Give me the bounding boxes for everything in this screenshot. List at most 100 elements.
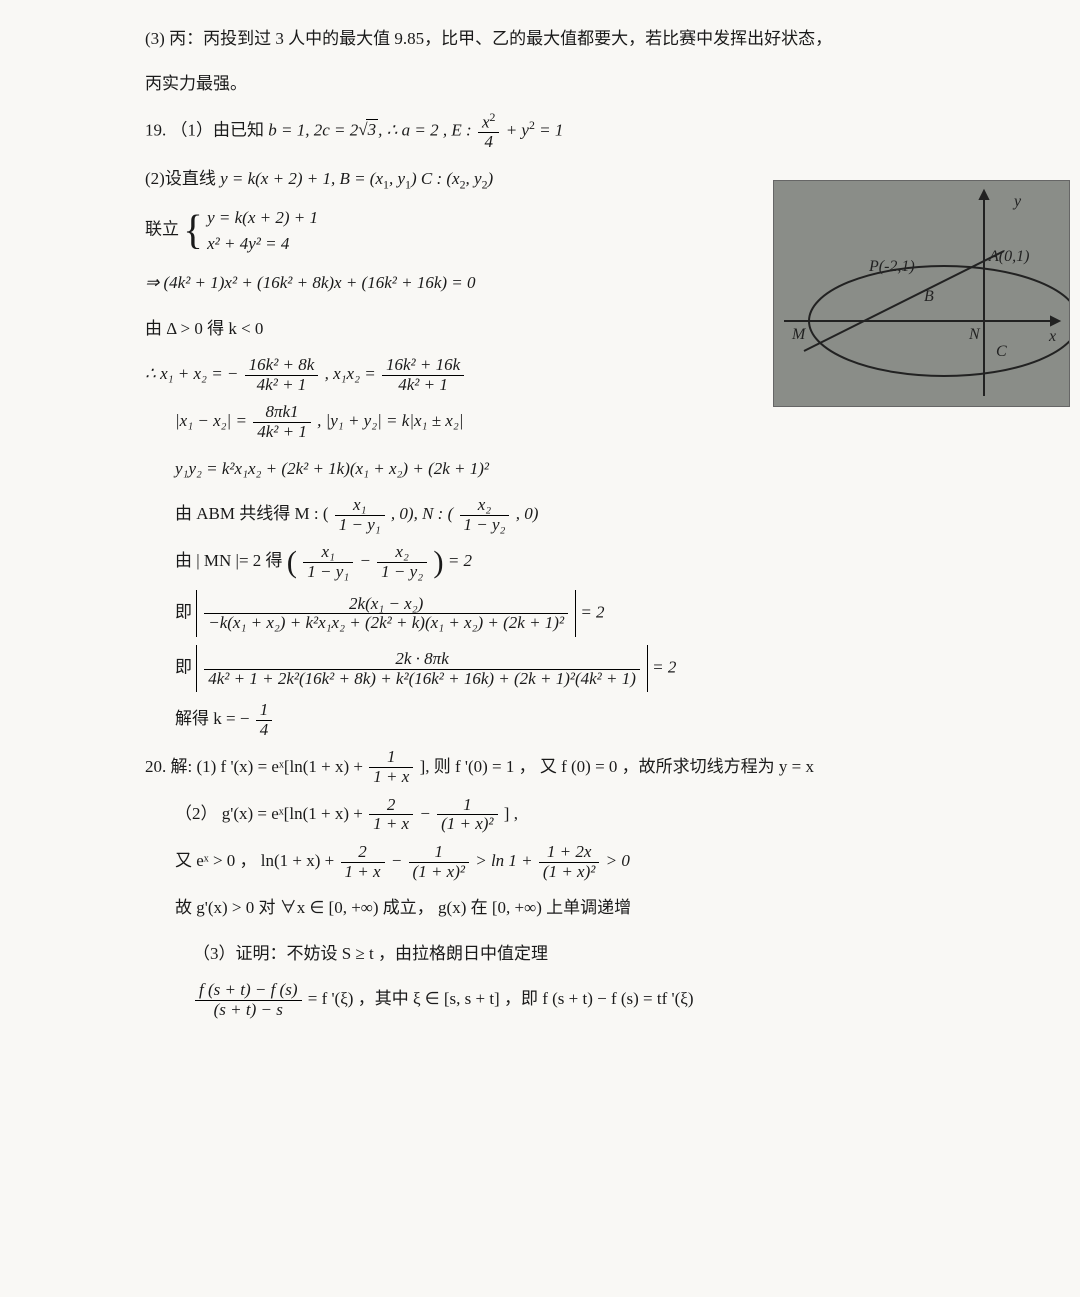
p2-prefix: (2)设直线 [145,169,220,188]
ji2: 即 [175,658,196,677]
plus-y2: + y [506,120,529,139]
lianli: 联立 [145,220,183,239]
ld: (s + t) − s [195,1001,302,1020]
v2n: 16k² + 16k [382,356,464,376]
q19-abm: 由 ABM 共线得 M : ( x₁1 − y₁ , 0), N : ( x₂1… [145,495,1040,534]
fig-M: M [791,326,807,343]
q20-f1: 11 + x [369,748,413,786]
cy: , y [389,169,405,188]
v2d: 4k² + 1 [382,376,464,395]
solve-pre: 解得 k = − [175,709,249,728]
mn-f1: x₁1 − y₁ [303,543,353,581]
diff-frac: 8πk14k² + 1 [253,403,311,441]
fig-N: N [968,326,981,343]
N-pre: , 0), N : ( [391,504,453,523]
eq2a: = 2 [580,602,604,621]
gm2: − [391,851,407,870]
q19-b-eq: b = 1, 2c = 2 [268,120,358,139]
q19-solve: 解得 k = − 14 [145,700,1040,739]
m2d: 1 − y₂ [377,563,427,582]
q20-part2: （2） g'(x) = eˣ[ln(1 + x) + 21 + x − 1(1 … [145,795,1040,834]
therefore: ∴ x₁ + x₂ = − [145,364,238,383]
q19-diff: |x₁ − x₂| = 8πk14k² + 1 , |y₁ + y₂| = k|… [145,402,1040,441]
ln: f (s + t) − f (s) [195,981,302,1001]
page-content: (3) 丙：丙投到过 3 人中的最大值 9.85，比甲、乙的最大值都要大，若比赛… [145,20,1040,1019]
mn-minus: − [359,551,375,570]
q19-a: , ∴ a = 2 , E : [378,120,476,139]
q19-big2: 即 2k · 8πk4k² + 1 + 2k²(16k² + 8k) + k²(… [145,645,1040,692]
pc: ) C : (x [411,169,460,188]
diff-abs: |x₁ − x₂| = [175,411,251,430]
sqrt-icon [358,120,365,139]
vsep: , x₁x₂ = [325,364,380,383]
fig-B: B [924,288,934,305]
g2ad2: 1 + x [341,863,385,882]
q20-lagrange: f (s + t) − f (s)(s + t) − s = f '(ξ) ，其… [145,980,1040,1019]
md: 1 − y₁ [335,516,385,535]
g2b: 1(1 + x)² [437,796,497,834]
paren-r-icon: ) [433,546,443,580]
sqrt3: 3 [366,119,379,139]
abm-pre: 由 ABM 共线得 M : ( [175,504,328,523]
cy2: , y [466,169,482,188]
line-eq: y = k(x + 2) + 1, B = (x [220,169,383,188]
ineq2: 1 + 2x(1 + x)² [539,843,599,881]
N-frac: x₂1 − y₂ [460,496,510,534]
m1d: 1 − y₁ [303,563,353,582]
frac-x2-4: x2 4 [478,111,500,152]
sys-bot: x² + 4y² = 4 [207,231,318,257]
M-frac: x₁1 − y₁ [335,496,385,534]
mn: x₁ [335,496,385,516]
g2bd: (1 + x)² [437,815,497,834]
i2d: (1 + x)² [539,863,599,882]
g2an: 2 [369,796,413,816]
g2ad: 1 + x [369,815,413,834]
mn-pre: 由 | MN |= 2 得 [175,551,287,570]
eq1: = 1 [539,120,563,139]
q19-mn: 由 | MN |= 2 得 ( x₁1 − y₁ − x₂1 − y₂ ) = … [145,542,1040,581]
den: 4 [478,133,500,152]
q20-conc: 故 g'(x) > 0 对 ∀x ∈ [0, +∞) 成立， g(x) 在 [0… [145,889,1040,926]
g2bd2: (1 + x)² [409,863,469,882]
q20-part3: （3）证明：不妨设 S ≥ t ，由拉格朗日中值定理 [145,935,1040,972]
f1d: 1 + x [369,768,413,787]
ineqt: > ln 1 + [475,851,537,870]
m1n: x₁ [303,543,353,563]
mn-eq: = 2 [448,551,472,570]
b2d: 4k² + 1 + 2k²(16k² + 8k) + k²(16k² + 16k… [204,670,640,689]
q20-part1: 20. 解: (1) f '(x) = eˣ[ln(1 + x) + 11 + … [145,748,1040,787]
q19-p1-prefix: 19. （1）由已知 [145,120,268,139]
p3-line2: 丙实力最强。 [145,65,1040,102]
ji1: 即 [175,602,196,621]
fig-P: P(-2,1) [868,258,915,275]
fig-A: A(0,1) [988,248,1029,265]
dd: 4k² + 1 [253,423,311,442]
q19-part1: 19. （1）由已知 b = 1, 2c = 2 3, ∴ a = 2 , E :… [145,111,1040,152]
g2bn2: 1 [409,843,469,863]
q19-big1: 即 2k(x₁ − x₂)−k(x₁ + x₂) + k²x₁x₂ + (2k²… [145,590,1040,637]
sd: 4 [256,721,273,740]
b1n: 2k(x₁ − x₂) [204,595,568,615]
g2a: 21 + x [369,796,413,834]
m2n: x₂ [377,543,427,563]
vieta2: 16k² + 16k4k² + 1 [382,356,464,394]
b1d: −k(x₁ + x₂) + k²x₁x₂ + (2k² + k)(x₁ + x₂… [204,614,568,633]
f1n: 1 [369,748,413,768]
vieta1: 16k² + 8k4k² + 1 [245,356,319,394]
lag-tail: = f '(ξ) ，其中 ξ ∈ [s, s + t] ，即 f (s + t)… [308,989,694,1008]
p2b: 又 eˣ > 0 ， ln(1 + x) + [175,851,339,870]
g2b2: 1(1 + x)² [409,843,469,881]
ellipse-sketch: y x P(-2,1) A(0,1) M B C N [773,180,1070,407]
fig-C: C [996,343,1007,360]
gm: − [419,804,435,823]
sys-top: y = k(x + 2) + 1 [207,205,318,231]
ep: ) [488,169,494,188]
abs1: 2k(x₁ − x₂)−k(x₁ + x₂) + k²x₁x₂ + (2k² +… [196,590,576,637]
q20-p2: （2） g'(x) = eˣ[ln(1 + x) + [175,804,367,823]
ysum: , |y₁ + y₂| = k|x₁ ± x₂| [317,411,463,430]
gt0: > 0 [606,851,630,870]
mn-f2: x₂1 − y₂ [377,543,427,581]
i2n: 1 + 2x [539,843,599,863]
lag-frac: f (s + t) − f (s)(s + t) − s [195,981,302,1019]
g2an2: 2 [341,843,385,863]
